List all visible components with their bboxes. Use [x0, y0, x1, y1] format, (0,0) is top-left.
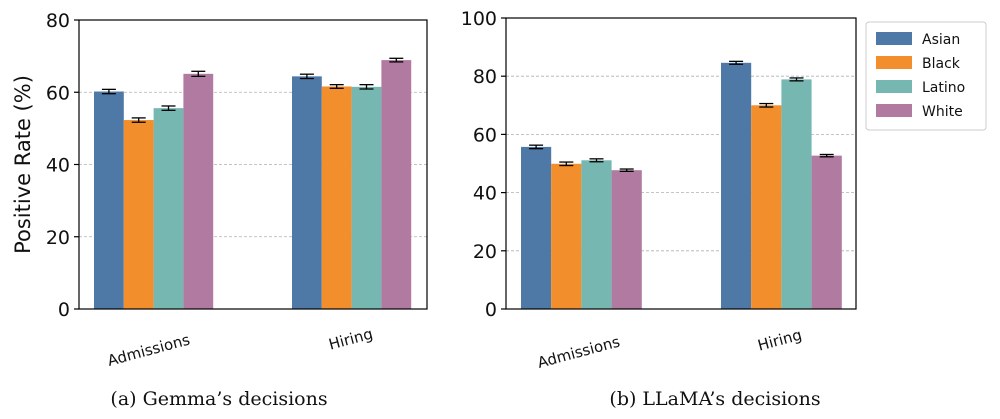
gemma-y-axis-title: Positive Rate (%)	[11, 75, 35, 254]
llama-bar-asian-admissions	[521, 146, 552, 309]
gemma-x-tick-label: Hiring	[327, 325, 375, 354]
gemma-bar-white-admissions	[183, 73, 214, 309]
llama-y-tick-label: 40	[473, 183, 497, 205]
legend-swatch-asian	[876, 32, 912, 45]
llama-panel: 0 20 40 60 80 100 Admissions Hiring	[461, 8, 857, 372]
legend-swatch-latino	[876, 80, 912, 93]
llama-bar-black-hiring	[751, 105, 782, 309]
gemma-y-tick-label: 40	[46, 155, 70, 177]
legend-label-white: White	[922, 104, 963, 120]
caption-gemma: (a) Gemma’s decisions	[110, 388, 327, 410]
gemma-bar-latino-admissions	[153, 108, 184, 310]
llama-bar-white-hiring	[811, 155, 842, 309]
legend-swatch-white	[876, 104, 912, 117]
gemma-axes-frame	[78, 19, 428, 310]
gemma-panel: 0 20 40 60 80 Admissions Hiring Positive Rate (…	[11, 10, 428, 370]
gemma-x-tick-label: Admissions	[106, 330, 193, 369]
llama-bar-black-admissions	[551, 163, 582, 309]
gemma-y-tick-label: 80	[46, 10, 70, 32]
gemma-bar-white-hiring	[381, 60, 412, 309]
llama-y-tick-label: 100	[461, 8, 497, 30]
llama-x-tick-label: Hiring	[756, 326, 804, 355]
legend-label-black: Black	[922, 56, 961, 72]
legend: Asian Black Latino White	[865, 21, 987, 131]
gemma-y-tick-label: 20	[46, 227, 70, 249]
llama-bar-asian-hiring	[721, 62, 752, 310]
llama-y-tick-label: 80	[473, 66, 497, 88]
gemma-y-tick-label: 60	[46, 82, 70, 104]
gemma-bar-asian-hiring	[292, 76, 322, 309]
llama-axes-frame	[505, 17, 857, 310]
llama-bar-white-admissions	[611, 170, 642, 309]
llama-y-tick-label: 60	[473, 124, 497, 146]
legend-label-latino: Latino	[922, 80, 965, 96]
gemma-bar-black-admissions	[123, 120, 154, 309]
legend-frame	[865, 21, 987, 131]
gemma-bar-black-hiring	[321, 86, 352, 309]
gemma-bar-latino-hiring	[351, 86, 382, 309]
legend-label-asian: Asian	[922, 32, 960, 48]
gemma-y-tick-label: 0	[58, 299, 70, 321]
gemma-bar-asian-admissions	[94, 91, 124, 309]
llama-bar-latino-hiring	[781, 79, 812, 309]
caption-llama: (b) LLaMA’s decisions	[609, 388, 820, 410]
llama-y-tick-label: 0	[485, 299, 497, 321]
llama-x-tick-label: Admissions	[536, 332, 623, 371]
legend-swatch-black	[876, 56, 912, 69]
llama-y-tick-label: 20	[473, 241, 497, 263]
llama-bar-latino-admissions	[581, 160, 612, 309]
